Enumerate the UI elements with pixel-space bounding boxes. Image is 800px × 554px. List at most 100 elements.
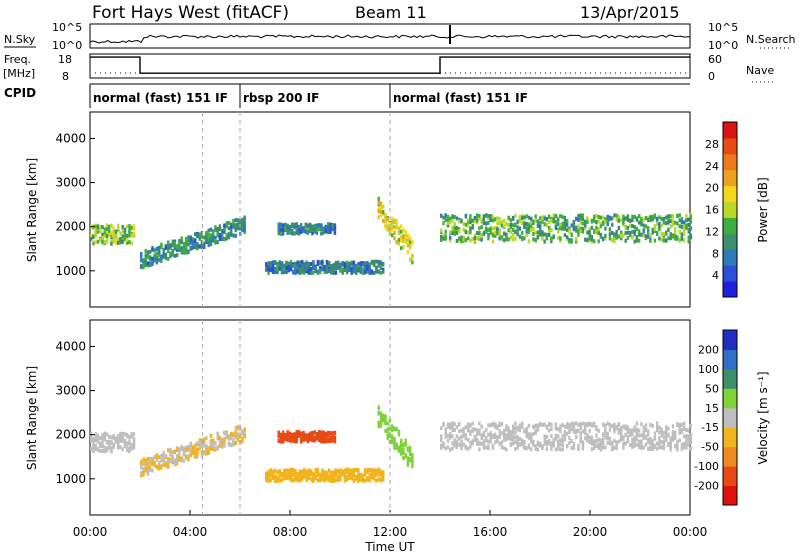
- power-echo-cell: [361, 262, 365, 267]
- power-echo-cell: [108, 224, 111, 229]
- cpid-segment-label: rbsp 200 IF: [243, 91, 319, 105]
- power-echo-cell: [444, 236, 447, 241]
- power-echo-cell: [146, 255, 150, 260]
- power-echo-cell: [96, 225, 100, 230]
- velocity-echo-cell: [669, 444, 672, 449]
- velocity-echo-cell: [676, 439, 679, 444]
- power-echo-cell: [243, 225, 246, 230]
- power-echo-cell: [173, 239, 177, 244]
- power-echo-cell: [155, 251, 159, 256]
- velocity-echo-cell: [469, 429, 472, 434]
- velocity-echo-cell: [300, 436, 303, 441]
- velocity-echo-cell: [500, 431, 504, 436]
- velocity-echo-cell: [241, 439, 244, 444]
- velocity-colorbar-tick-label: 15: [705, 402, 719, 415]
- velocity-echo-cell: [656, 446, 659, 451]
- velocity-echo-cell: [205, 443, 208, 448]
- power-echo-cell: [214, 225, 217, 230]
- power-echo-cell: [232, 233, 235, 238]
- velocity-echo-cell: [329, 431, 332, 436]
- velocity-echo-cell: [534, 429, 537, 434]
- power-echo-cell: [276, 263, 279, 268]
- power-echo-cell: [568, 228, 571, 233]
- power-echo-cell: [665, 238, 668, 243]
- velocity-echo-cell: [198, 439, 201, 444]
- velocity-echo-cell: [440, 426, 443, 431]
- velocity-echo-cell: [530, 435, 533, 440]
- velocity-echo-cell: [608, 423, 612, 428]
- power-echo-cell: [196, 241, 199, 246]
- velocity-echo-cell: [624, 441, 627, 446]
- power-echo-cell: [171, 252, 174, 257]
- power-echo-cell: [482, 232, 486, 237]
- power-echo-cell: [373, 260, 376, 265]
- power-echo-cell: [180, 236, 183, 241]
- velocity-echo-cell: [90, 431, 93, 436]
- velocity-echo-cell: [328, 468, 331, 473]
- power-echo-cell: [329, 225, 332, 230]
- velocity-echo-cell: [241, 436, 244, 441]
- velocity-echo-cell: [303, 474, 306, 479]
- velocity-echo-cell: [280, 478, 284, 482]
- velocity-echo-cell: [449, 434, 452, 439]
- velocity-echo-cell: [561, 438, 564, 443]
- velocity-echo-cell: [617, 439, 621, 444]
- velocity-echo-cell: [313, 430, 316, 435]
- power-echo-cell: [377, 263, 380, 268]
- power-echo-cell: [613, 239, 616, 244]
- power-echo-cell: [566, 235, 569, 240]
- velocity-echo-cell: [160, 453, 163, 458]
- power-echo-cell: [357, 262, 360, 267]
- velocity-echo-cell: [406, 446, 410, 451]
- velocity-echo-cell: [602, 422, 605, 427]
- power-echo-cell: [388, 226, 392, 231]
- power-echo-cell: [315, 223, 319, 228]
- velocity-echo-cell: [316, 473, 320, 477]
- velocity-echo-cell: [554, 433, 558, 438]
- power-echo-cell: [227, 234, 231, 239]
- power-echo-cell: [550, 236, 553, 241]
- velocity-echo-cell: [230, 435, 233, 440]
- power-echo-cell: [359, 269, 362, 274]
- velocity-echo-cell: [590, 437, 594, 442]
- power-echo-cell: [602, 236, 605, 241]
- power-echo-cell: [527, 230, 531, 234]
- velocity-echo-cell: [311, 435, 314, 439]
- power-echo-cell: [108, 228, 111, 233]
- velocity-echo-cell: [647, 437, 650, 442]
- velocity-echo-cell: [274, 479, 277, 483]
- power-echo-cell: [449, 235, 452, 240]
- power-echo-cell: [282, 223, 285, 228]
- power-echo-cell: [561, 226, 564, 231]
- velocity-echo-cell: [289, 467, 293, 472]
- power-echo-cell: [498, 232, 501, 237]
- noise-left-tick-top: 10^5: [52, 21, 82, 34]
- power-echo-cell: [552, 213, 555, 218]
- velocity-echo-cell: [530, 439, 533, 444]
- velocity-echo-cell: [205, 436, 208, 441]
- power-echo-cell: [400, 224, 403, 229]
- velocity-echo-cell: [579, 439, 582, 444]
- velocity-echo-cell: [622, 435, 625, 440]
- power-echo-cell: [319, 270, 322, 275]
- power-echo-cell: [361, 271, 365, 275]
- power-echo-cell: [274, 261, 277, 266]
- power-echo-cell: [455, 238, 459, 243]
- velocity-echo-cell: [491, 435, 495, 440]
- power-echo-cell: [291, 231, 294, 236]
- velocity-echo-cell: [280, 473, 284, 478]
- power-echo-cell: [132, 226, 136, 231]
- velocity-echo-cell: [198, 443, 201, 448]
- power-echo-cell: [671, 218, 675, 223]
- velocity-echo-cell: [310, 477, 313, 482]
- velocity-echo-cell: [318, 433, 321, 438]
- velocity-echo-cell: [119, 433, 122, 438]
- power-echo-cell: [467, 223, 470, 228]
- power-echo-cell: [212, 238, 215, 243]
- velocity-echo-cell: [685, 439, 688, 443]
- power-echo-cell: [588, 229, 591, 234]
- power-echo-cell: [153, 253, 156, 258]
- velocity-echo-cell: [599, 443, 603, 448]
- power-echo-cell: [225, 236, 228, 241]
- velocity-echo-cell: [568, 441, 571, 445]
